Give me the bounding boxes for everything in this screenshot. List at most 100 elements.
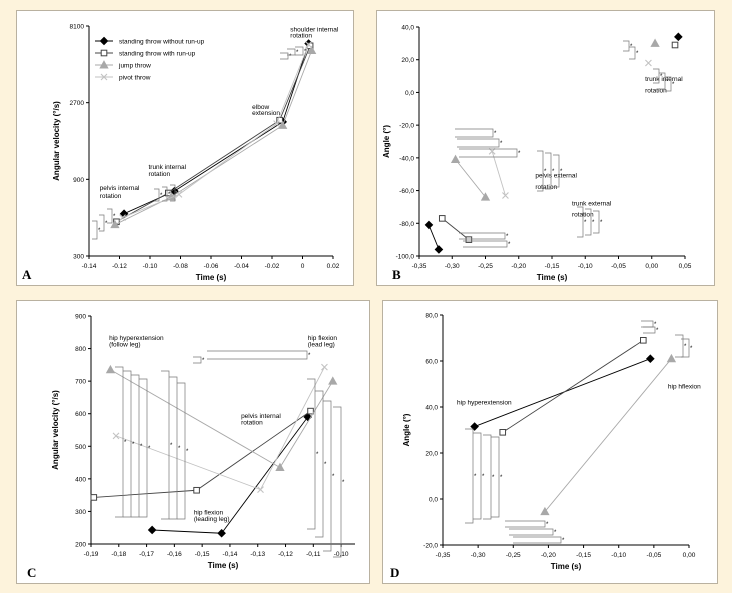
significance-bracket	[333, 406, 342, 558]
significance-star: *	[554, 530, 557, 536]
y-axis-label: Angle (°)	[382, 125, 391, 158]
significance-star: *	[168, 192, 171, 198]
significance-star: *	[160, 193, 163, 199]
significance-star: *	[654, 322, 657, 328]
significance-bracket	[473, 432, 482, 520]
x-tick-label: -0.04	[234, 263, 249, 270]
y-tick-label: 600	[75, 411, 86, 418]
series-line	[491, 151, 506, 196]
y-tick-label: 900	[73, 177, 84, 184]
significance-bracket	[465, 428, 474, 524]
annotation-label: (lead leg)	[308, 341, 335, 348]
y-tick-label: 0,0	[405, 90, 414, 97]
data-series-group	[110, 39, 317, 229]
annotation-label: hip hyperextension	[109, 335, 164, 342]
legend-label: jump throw	[118, 63, 151, 70]
significance-star: *	[508, 242, 511, 248]
data-series-group	[424, 32, 683, 254]
x-tick-label: -0,05	[611, 263, 626, 270]
significance-bracket	[459, 148, 518, 158]
data-series-group	[470, 337, 677, 516]
significance-bracket	[513, 536, 562, 544]
x-axis-label: Time (s)	[208, 561, 239, 570]
significance-bracket	[295, 46, 304, 56]
data-point	[674, 32, 683, 42]
significance-bracket	[553, 154, 560, 188]
series-line	[441, 218, 470, 240]
y-tick-label: 40,0	[401, 25, 414, 32]
legend-label: standing throw with run-up	[119, 51, 196, 58]
significance-bracket	[323, 400, 332, 552]
significance-bracket	[92, 220, 98, 240]
x-tick-label: -0.12	[112, 263, 127, 270]
significance-bracket	[457, 138, 500, 148]
x-tick-label: -0,17	[139, 551, 154, 558]
significance-brackets: * * * ******* *	[465, 320, 693, 544]
significance-star: *	[672, 82, 675, 88]
significance-star: *	[690, 346, 693, 352]
series-line	[544, 358, 672, 512]
data-point	[306, 45, 317, 55]
x-tick-label: -0,25	[478, 263, 493, 270]
legend-label: standing throw without run-up	[119, 39, 205, 46]
data-point	[328, 376, 338, 385]
x-tick-label: -0,20	[511, 263, 526, 270]
significance-bracket	[169, 376, 178, 520]
y-axis-label: Angular velocity (°/s)	[51, 390, 60, 470]
series-line	[114, 50, 313, 226]
y-tick-label: 300	[73, 254, 84, 261]
x-tick-label: 0,00	[645, 263, 658, 270]
significance-star: *	[560, 169, 563, 175]
significance-bracket	[161, 370, 170, 520]
y-tick-label: -40,0	[399, 155, 414, 162]
data-point	[671, 41, 679, 49]
significance-bracket	[629, 46, 636, 60]
significance-bracket	[115, 366, 124, 518]
annotation-label: hip flexion	[194, 510, 224, 517]
x-tick-label: -0,12	[278, 551, 293, 558]
annotation-label: (leading leg)	[194, 516, 230, 523]
y-tick-label: 500	[75, 444, 86, 451]
x-tick-label: -0,05	[646, 552, 661, 559]
significance-star: *	[176, 191, 179, 197]
significance-star: *	[304, 49, 307, 55]
series-line	[502, 339, 644, 433]
data-point	[119, 214, 126, 222]
significance-star: *	[202, 358, 205, 364]
series-line	[152, 416, 309, 534]
y-tick-label: 60,0	[425, 359, 438, 366]
data-point	[645, 59, 652, 67]
significance-star: *	[506, 234, 509, 240]
y-tick-label: 900	[75, 314, 86, 321]
x-axis-label: Time (s)	[196, 273, 227, 282]
legend-marker	[99, 36, 109, 46]
data-point	[147, 525, 157, 535]
annotation-label: pelvis external	[535, 172, 577, 179]
annotation-label: hip flexion	[308, 335, 338, 342]
data-point	[321, 363, 328, 371]
x-tick-label: 0,05	[679, 263, 692, 270]
significance-star: *	[500, 475, 503, 481]
data-point	[257, 486, 264, 493]
y-tick-label: 800	[75, 346, 86, 353]
x-tick-label: -0,15	[545, 263, 560, 270]
data-point	[276, 116, 283, 124]
y-tick-label: 700	[75, 379, 86, 386]
significance-star: *	[660, 74, 663, 80]
significance-bracket	[675, 334, 684, 358]
annotation-label: elbow	[252, 104, 269, 111]
series-line	[474, 358, 651, 427]
data-point	[470, 422, 479, 431]
significance-star: *	[132, 442, 135, 448]
significance-star: *	[289, 54, 292, 60]
y-tick-label: -80,0	[399, 221, 414, 228]
y-tick-label: 80,0	[425, 313, 438, 320]
significance-star: *	[170, 443, 173, 449]
significance-star: *	[584, 220, 587, 226]
significance-star: *	[636, 51, 639, 57]
significance-star: *	[494, 131, 497, 137]
annotation-label: shoulder internal	[290, 26, 339, 33]
significance-bracket	[505, 520, 546, 528]
significance-star: *	[105, 221, 108, 227]
y-axis-label: Angle (°)	[402, 413, 411, 446]
